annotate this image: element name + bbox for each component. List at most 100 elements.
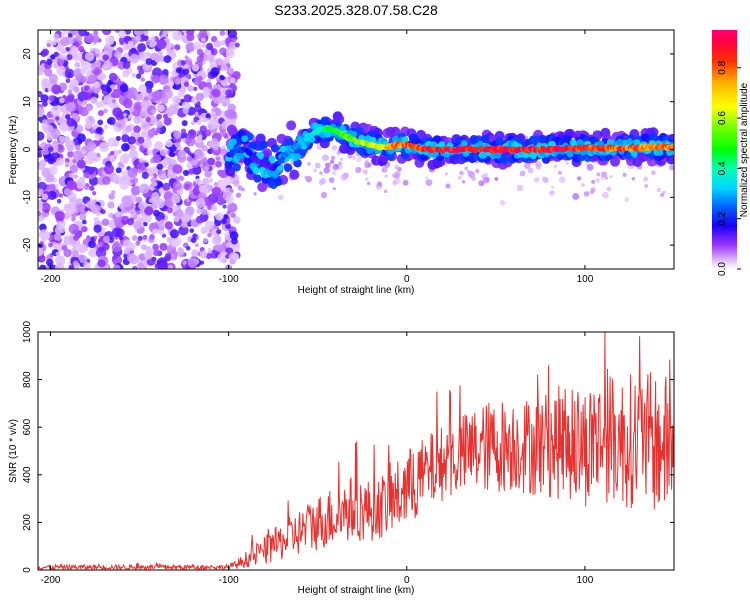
spectrogram-noise-cell: [210, 67, 220, 77]
spectrogram-noise-cell: [158, 262, 169, 269]
spectrogram-noise-cell: [196, 48, 204, 56]
spectrogram-noise-cell: [211, 186, 222, 196]
spectrogram-noise-cell: [76, 159, 86, 169]
spectrogram-noise-cell: [162, 182, 171, 191]
spectrogram-noise-cell: [583, 191, 590, 197]
spectrogram-noise-cell: [137, 136, 145, 144]
spectrogram-noise-cell: [172, 95, 181, 105]
spectrogram-noise-cell: [201, 157, 208, 163]
spectrogram-noise-cell: [332, 163, 339, 171]
spectrogram-noise-cell: [604, 176, 609, 180]
spectrogram-noise-cell: [216, 229, 222, 235]
spectrogram-noise-cell: [351, 155, 357, 160]
spectrogram-noise-cell: [153, 209, 160, 217]
spectrogram-noise-cell: [79, 213, 87, 221]
spectrogram-noise-cell: [117, 149, 122, 154]
spectrogram-ridge-halo: [530, 135, 540, 144]
spectrogram-noise-cell: [219, 129, 227, 137]
spectrogram-noise-cell: [152, 154, 162, 164]
spectrogram-noise-cell: [138, 84, 147, 93]
spectrogram-noise-cell: [44, 172, 55, 183]
spectrogram-noise-cell: [38, 203, 44, 211]
spectrogram-noise-cell: [464, 166, 469, 171]
spectrogram-ridge-halo: [252, 167, 260, 174]
spectrogram-ridge-halo: [286, 120, 297, 131]
spectrogram-noise-cell: [232, 252, 240, 261]
spectrogram-noise-cell: [557, 170, 562, 175]
spectrogram-noise-cell: [182, 169, 190, 177]
spectrogram-noise-cell: [46, 58, 53, 66]
spectrogram-noise-cell: [110, 92, 115, 98]
spectrogram-ridge-halo: [262, 148, 273, 159]
spectrogram-ridge-halo: [656, 149, 664, 156]
spectrogram-noise-cell: [181, 120, 188, 127]
spectrogram-noise-cell: [196, 120, 202, 125]
spectrogram-noise-cell: [142, 138, 153, 149]
spectrogram-noise-cell: [211, 138, 219, 146]
spectrogram-noise-cell: [164, 198, 173, 207]
spectrogram-noise-cell: [181, 101, 191, 111]
spectrogram-noise-cell: [200, 226, 208, 235]
spectrogram-noise-cell: [148, 39, 157, 48]
spectrogram-noise-cell: [172, 164, 183, 174]
spectrogram-noise-cell: [215, 212, 224, 221]
y-tick-label: -10: [22, 190, 33, 205]
colorbar-tick-label: 0.2: [717, 211, 728, 225]
spectrogram-noise-cell: [84, 183, 90, 188]
spectrogram-noise-cell: [152, 181, 158, 187]
spectrogram-noise-cell: [159, 219, 165, 225]
spectrogram-noise-cell: [211, 205, 218, 212]
spectrogram-noise-cell: [38, 131, 45, 141]
spectrogram-noise-cell: [211, 88, 221, 98]
spectrogram-noise-cell: [203, 196, 214, 207]
spectrogram-noise-cell: [174, 78, 181, 85]
spectrogram-noise-cell: [328, 177, 335, 183]
spectrogram-noise-cell: [194, 179, 200, 184]
spectrogram-noise-cell: [195, 215, 204, 224]
spectrogram-noise-cell: [74, 144, 81, 151]
spectrogram-noise-cell: [65, 139, 75, 150]
spectrogram-noise-cell: [177, 149, 186, 158]
spectrogram-ridge-halo: [626, 138, 633, 146]
spectrogram-noise-cell: [111, 242, 122, 253]
spectrogram-noise-cell: [136, 65, 142, 71]
spectrogram-noise-cell: [133, 30, 144, 36]
spectrogram-noise-cell: [72, 250, 79, 258]
spectrogram-noise-cell: [186, 73, 191, 79]
spectrogram-noise-cell: [82, 99, 88, 104]
spectrogram-noise-cell: [219, 30, 226, 36]
spectrogram-noise-cell: [56, 144, 65, 153]
spectrogram-ridge-halo: [232, 163, 241, 172]
spectrogram-ridge-halo: [460, 140, 468, 148]
spectrogram-noise-cell: [41, 193, 49, 201]
spectrogram-noise-cell: [200, 208, 208, 216]
spectrogram-noise-cell: [533, 176, 540, 183]
spectrogram-noise-cell: [128, 114, 133, 119]
spectrogram-noise-cell: [105, 36, 115, 46]
spectrogram-noise-cell: [229, 231, 239, 240]
spectrogram-noise-cell: [180, 128, 187, 134]
x-tick-label: 0: [404, 274, 410, 285]
spectrogram-noise-cell: [56, 198, 62, 204]
spectrogram-noise-cell: [212, 235, 222, 245]
spectrogram-noise-cell: [107, 79, 112, 84]
spectrogram-noise-cell: [185, 207, 195, 216]
spectrogram-noise-cell: [103, 64, 109, 69]
spectrogram-noise-cell: [199, 250, 208, 259]
spectrogram-noise-cell: [376, 181, 383, 187]
spectrogram-noise-cell: [63, 248, 72, 258]
spectrogram-noise-cell: [225, 195, 234, 205]
spectrogram-noise-cell: [163, 55, 172, 64]
spectrogram-noise-cell: [425, 179, 433, 187]
spectrogram-noise-cell: [103, 164, 115, 175]
spectrogram-noise-cell: [482, 176, 490, 184]
spectrogram-noise-cell: [127, 136, 136, 145]
spectrogram-noise-cell: [136, 239, 141, 245]
spectrogram-noise-cell: [229, 188, 234, 193]
y-tick-label: 400: [22, 466, 33, 483]
spectrogram-ridge-halo: [562, 134, 572, 143]
spectrogram-noise-cell: [54, 242, 65, 252]
spectrogram-noise-cell: [362, 169, 368, 175]
x-tick-label: -200: [40, 575, 60, 586]
